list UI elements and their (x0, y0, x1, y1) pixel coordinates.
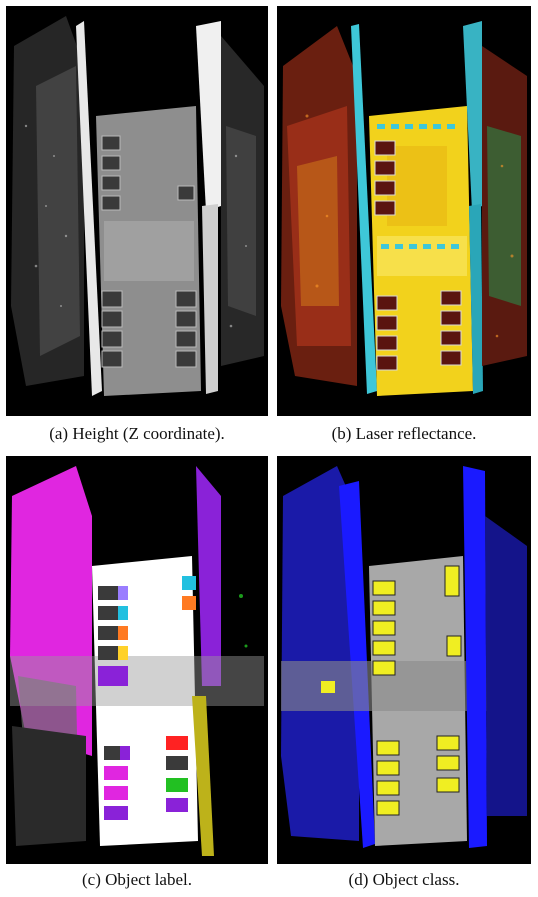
caption-object-label: (c) Object label. (82, 870, 192, 889)
panel-reflectance (277, 6, 531, 416)
caption-reflectance: (b) Laser reflectance. (331, 424, 477, 443)
panel-object-label (6, 456, 268, 864)
panel-height (6, 6, 268, 416)
caption-height: (a) Height (Z coordinate). (49, 424, 225, 443)
caption-object-class: (d) Object class. (348, 870, 460, 889)
panel-object-class (277, 456, 531, 864)
